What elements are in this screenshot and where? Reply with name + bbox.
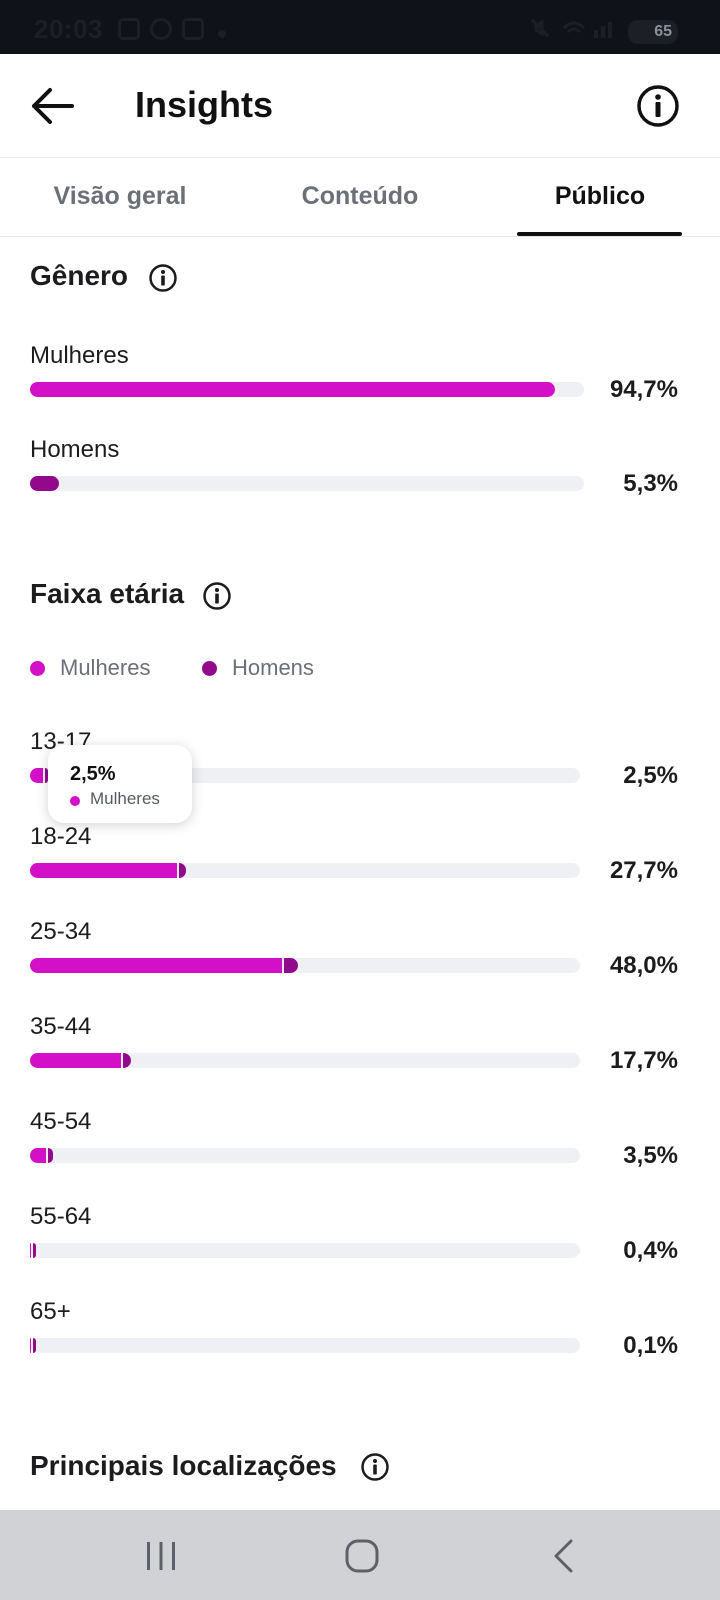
gender-info-icon[interactable] (148, 263, 178, 293)
age-bar-women[interactable] (30, 1338, 31, 1353)
age-percent: 0,4% (623, 1237, 678, 1264)
system-back-icon[interactable] (544, 1536, 584, 1576)
locations-info-icon[interactable] (360, 1452, 390, 1482)
legend-men-dot (202, 661, 217, 676)
age-bar-track (30, 1053, 580, 1068)
tooltip-series-label: Mulheres (90, 789, 160, 808)
age-bar-men[interactable] (283, 958, 298, 973)
age-percent: 27,7% (609, 857, 678, 884)
legend-women-label: Mulheres (60, 655, 151, 680)
legend-men-label: Homens (232, 655, 314, 680)
whatsapp-icon (150, 18, 172, 40)
more-notifications-icon (218, 30, 226, 38)
gender-label-men: Homens (30, 436, 120, 463)
gender-bar-women[interactable] (30, 382, 555, 397)
age-bar-men[interactable] (179, 863, 187, 878)
screenshot-icon (118, 18, 140, 40)
gender-label-women: Mulheres (30, 342, 129, 369)
status-bar: 20:03 65 (0, 0, 720, 54)
info-icon[interactable] (636, 84, 680, 128)
tab-audience[interactable]: Público (554, 182, 646, 210)
age-label: 65+ (30, 1298, 71, 1325)
age-bar-women[interactable] (30, 958, 282, 973)
age-percent: 17,7% (609, 1047, 678, 1074)
age-bar-women[interactable] (30, 1148, 46, 1163)
app-header: Insights (0, 54, 720, 158)
age-bar-track (30, 1338, 580, 1353)
active-tab-indicator (517, 232, 682, 236)
age-info-icon[interactable] (202, 581, 232, 611)
system-navigation-bar (0, 1510, 720, 1600)
age-percent: 2,5% (623, 762, 678, 789)
tooltip-series-dot (70, 796, 80, 806)
age-bar-track (30, 1148, 580, 1163)
age-label: 35-44 (30, 1013, 92, 1040)
back-arrow-icon[interactable] (28, 84, 76, 128)
recent-apps-icon[interactable] (141, 1536, 181, 1576)
age-percent: 3,5% (623, 1142, 678, 1169)
instagram-icon (182, 18, 204, 40)
age-label: 18-24 (30, 823, 92, 850)
tab-content[interactable]: Conteúdo (301, 182, 419, 210)
age-bar-track (30, 1243, 580, 1258)
gender-bar-track (30, 476, 584, 491)
age-bar-men[interactable] (45, 768, 49, 783)
gender-bar-men[interactable] (30, 476, 60, 491)
tab-overview[interactable]: Visão geral (53, 182, 187, 210)
age-bar-track (30, 863, 580, 878)
age-bar-women[interactable] (30, 1053, 121, 1068)
chart-tooltip: 2,5% Mulheres (48, 745, 192, 823)
tab-bar: Visão geral Conteúdo Público (0, 158, 720, 237)
age-bar-women[interactable] (30, 768, 44, 783)
home-icon[interactable] (342, 1536, 382, 1576)
age-label: 25-34 (30, 918, 92, 945)
age-percent: 0,1% (623, 1332, 678, 1359)
age-percent: 48,0% (609, 952, 678, 979)
battery-indicator: 65 (628, 20, 678, 44)
age-label: 45-54 (30, 1108, 92, 1135)
age-bar-men[interactable] (33, 1243, 37, 1258)
gender-section-title: Gênero (30, 260, 129, 291)
legend-women-dot (30, 661, 45, 676)
age-bar-women[interactable] (30, 863, 178, 878)
signal-wifi-mute-icons (530, 18, 612, 38)
age-bar-men[interactable] (47, 1148, 54, 1163)
age-label: 55-64 (30, 1203, 92, 1230)
gender-percent: 94,7% (609, 376, 678, 403)
locations-section-title: Principais localizações (30, 1450, 337, 1481)
age-bar-women[interactable] (30, 1243, 32, 1258)
age-section-title: Faixa etária (30, 578, 185, 609)
age-bar-men[interactable] (33, 1338, 36, 1353)
tooltip-value: 2,5% (70, 763, 116, 785)
gender-percent: 5,3% (623, 470, 678, 497)
status-time: 20:03 (34, 14, 103, 44)
page-title: Insights (135, 84, 274, 125)
gender-bar-track (30, 382, 584, 397)
age-bar-track (30, 958, 580, 973)
age-bar-men[interactable] (122, 1053, 132, 1068)
